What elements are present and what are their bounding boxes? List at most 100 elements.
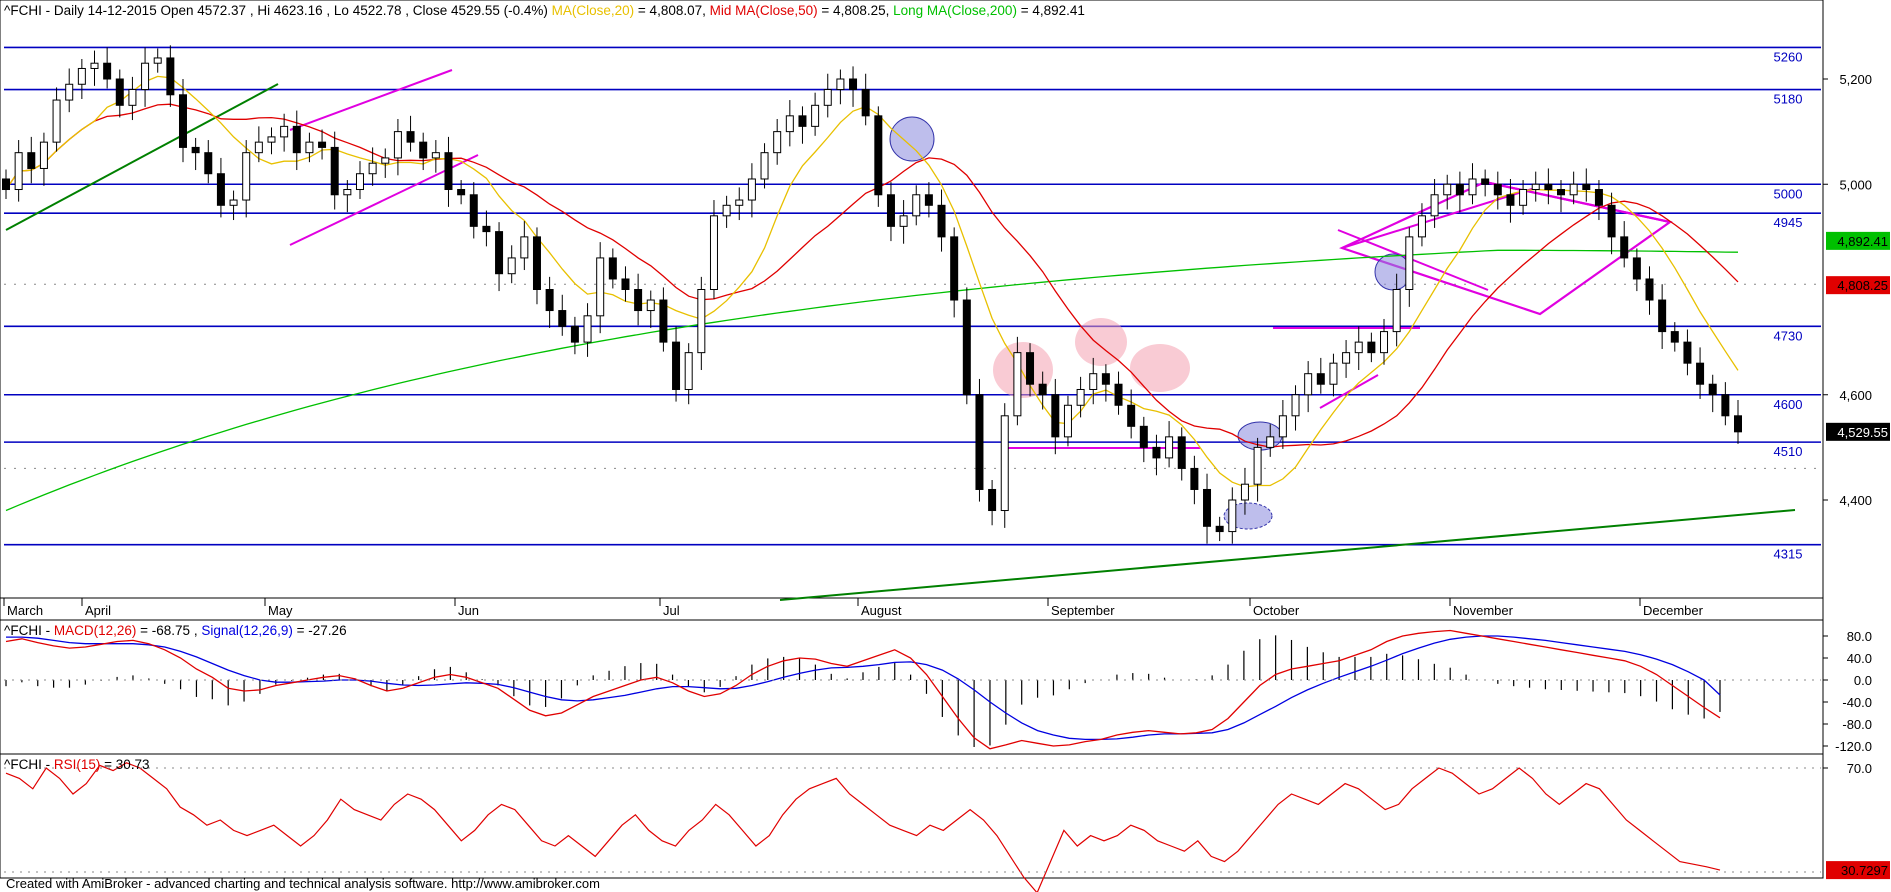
candle-body [204,152,213,175]
candle-body [1417,215,1426,238]
candle-body [735,199,744,206]
ma50-line [5,103,1739,448]
candle-body [899,215,908,227]
candle-body [849,78,858,91]
rsi-pane-frame [0,753,1824,879]
candle-body [937,204,946,238]
level-label: 5260 [1774,49,1803,64]
candle-body [1455,183,1464,196]
candle-body [229,199,238,206]
candle-body [128,89,137,106]
candle-body [1531,183,1540,191]
candle-body [1215,525,1224,533]
signal-series-label: Signal(12,26,9) [201,623,293,638]
candle-body [1013,352,1022,417]
candle-body [1708,383,1717,396]
x-tick-label: May [268,603,293,618]
candle-body [1430,194,1439,217]
rsi-series-value: 30.73 [116,757,150,772]
candle-body [254,141,263,154]
candle-body [330,146,339,196]
macd-y-tick-label: -120.0 [1835,739,1872,754]
y-tick-label: 5,200 [1839,72,1872,87]
moving-average-lines [5,75,1739,512]
candle-body [1557,189,1566,196]
candle-body [90,62,99,69]
candle-body [1278,415,1287,438]
candle-body [659,299,668,343]
candle-body [103,62,112,80]
candle-body [545,289,554,312]
candle-body [1190,467,1199,490]
rsi-last-tag-bg [1826,861,1890,880]
highlight-circle-blue [889,116,935,162]
candle-body [1569,183,1578,196]
candle-body [482,225,491,233]
rsi-line [5,762,1721,892]
macd-y-tick-label: 40.0 [1847,651,1872,666]
ma200-line [5,249,1739,512]
candle-body [2,178,10,191]
candle-body [1177,436,1186,469]
candle-body [558,310,567,327]
ma50-last-tag: 4,808.25 [1837,278,1888,293]
header-ma200-label: Long MA(Close,200) [893,3,1017,18]
x-tick-label: Jun [458,603,479,618]
candle-body [292,125,301,154]
candle-body [406,131,415,143]
footer-credit: Created with AmiBroker - advanced charti… [6,876,600,891]
header-ma50-value: = 4,808.25, [821,3,889,18]
candle-body [1329,362,1338,385]
candle-body [305,141,314,154]
candle-body [115,78,124,106]
y-tick-label: 5,000 [1839,177,1872,192]
candle-body [709,215,718,290]
candle-body [166,57,175,96]
candle-body [1026,352,1035,385]
close-last-tag-bg [1826,422,1890,441]
candle-body [608,257,617,280]
candle-body [1228,499,1237,533]
candle-body [1468,178,1477,196]
candle-body [318,141,327,148]
candles [2,45,1742,544]
macd-series-value: -68.75 [152,623,190,638]
rsi-pane: 70.0 30.7297 [4,761,1890,892]
horizontal-levels: 5260 5180 5000 4945 4730 4600 4510 4315 [4,46,1821,562]
header-close: Close 4529.55 (-0.4%) [413,3,548,18]
candle-body [507,257,516,275]
level-label: 4510 [1774,444,1803,459]
candle-body [77,67,86,85]
candle-body [1316,373,1325,385]
x-tick-label: April [85,603,111,618]
candle-body [1380,331,1389,354]
candle-body [141,62,150,91]
level-label: 4315 [1774,547,1803,562]
candle-body [1354,341,1363,354]
header-symbol: ^FCHI [4,3,42,18]
header-period: Daily [54,3,84,18]
candle-body [811,104,820,127]
candle-body [280,125,289,138]
candle-body [431,152,440,159]
x-tick-label: October [1253,603,1300,618]
ma200-last-tag: 4,892.41 [1837,234,1888,249]
candle-body [988,488,997,512]
candle-body [634,289,643,312]
rsi-y-tick-label: 70.0 [1847,761,1872,776]
candle-body [457,189,466,196]
candle-body [1000,415,1009,512]
ma50-last-tag-bg [1826,276,1890,295]
header-open: Open 4572.37 [160,3,246,18]
candle-body [495,231,504,275]
candle-body [1139,425,1148,448]
candle-body [1152,446,1161,459]
candle-body [1683,341,1692,364]
macd-y-tick-label: 0.0 [1854,673,1872,688]
macd-pane: 80.0 40.0 0.0 -40.0 -80.0 -120.0 [4,629,1872,754]
candle-body [267,136,276,143]
candle-body [343,189,352,196]
candle-body [684,352,693,390]
candle-body [1101,373,1110,385]
